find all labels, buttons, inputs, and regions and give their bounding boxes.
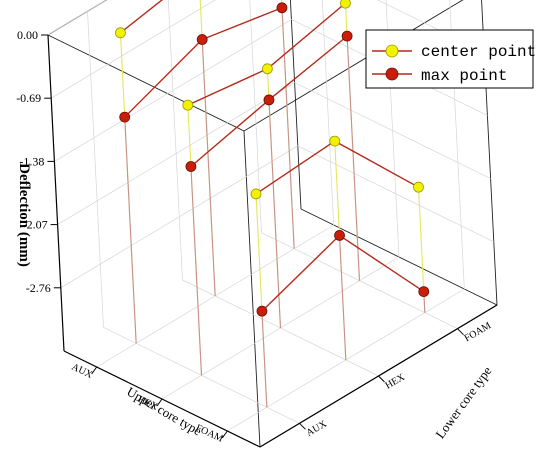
x-axis-label: Upper core type <box>124 384 204 439</box>
drop-line-max <box>124 117 137 344</box>
point-max <box>341 30 353 42</box>
y-axis-label: Lower core type <box>432 363 494 441</box>
y-tick <box>378 375 385 383</box>
gridline-y <box>167 0 183 281</box>
z-tick-label: -1.38 <box>19 154 44 168</box>
z-tick-label: -2.76 <box>26 281 51 295</box>
series-line-max <box>339 234 425 293</box>
point-center <box>329 135 341 147</box>
drop-line-max <box>268 99 282 329</box>
x-tick <box>156 398 163 407</box>
z-tick-label: -0.69 <box>16 91 41 105</box>
gridline-x <box>449 0 465 290</box>
z-tick-label: 0.00 <box>17 28 38 42</box>
series-line-max <box>261 234 341 312</box>
gridline-x <box>321 0 335 226</box>
point-max <box>185 161 197 172</box>
legend-label-max-point: max point <box>421 67 507 85</box>
point-center <box>250 188 262 200</box>
drop-line-max <box>261 311 268 408</box>
chart-series-lines <box>120 0 425 312</box>
box-edge <box>47 34 245 132</box>
series-line-max <box>201 7 283 41</box>
drop-line-max <box>346 36 361 281</box>
y-tick <box>457 328 464 336</box>
box-edge <box>47 0 108 36</box>
series-line-center <box>266 2 346 70</box>
point-center <box>261 63 273 75</box>
point-max <box>256 305 268 317</box>
point-max <box>119 111 131 123</box>
box-edge <box>289 0 302 210</box>
gridline-x <box>385 0 400 258</box>
z-tick-label: -2.07 <box>23 218 48 232</box>
gridline-z <box>51 0 216 99</box>
series-line-center <box>187 68 268 106</box>
series-line-max <box>268 35 348 101</box>
series-line-max <box>124 39 203 118</box>
box-edge <box>243 130 261 448</box>
x-tick <box>91 366 98 375</box>
series-line-center <box>120 0 164 34</box>
point-max <box>334 230 345 241</box>
legend: center point max point <box>365 29 536 89</box>
legend-label-center-point: center point <box>421 43 536 61</box>
chart-drop-lines <box>119 0 426 408</box>
z-axis-line <box>47 34 65 352</box>
gridline-y <box>87 11 104 328</box>
box-edge <box>243 0 464 132</box>
series-line-center <box>255 140 336 195</box>
y-tick <box>299 422 306 430</box>
legend-swatch-marker-max-point <box>385 67 399 81</box>
series-line-center <box>334 140 419 188</box>
chart-points <box>115 0 430 317</box>
chart-axes <box>41 34 498 448</box>
legend-swatch-marker-center-point <box>385 44 399 58</box>
series-line-max <box>190 99 270 168</box>
point-center <box>115 27 126 39</box>
drop-line-max <box>338 235 347 361</box>
point-max <box>196 34 208 45</box>
point-center <box>182 99 194 111</box>
z-axis-label: Deflection (mm) <box>16 163 32 267</box>
gridline-z <box>47 0 108 36</box>
drop-line-max <box>281 7 295 249</box>
y-tick-label: FOAM <box>463 320 494 344</box>
x-tick <box>221 430 228 439</box>
point-center <box>340 0 351 9</box>
point-max <box>418 286 430 298</box>
y-tick-label: AUX <box>305 418 330 439</box>
point-center <box>413 181 424 193</box>
y-tick-label: HEX <box>384 371 408 391</box>
point-max <box>276 2 288 14</box>
point-max <box>263 94 275 106</box>
drop-line-max <box>190 166 203 376</box>
drop-line-max <box>201 39 216 297</box>
